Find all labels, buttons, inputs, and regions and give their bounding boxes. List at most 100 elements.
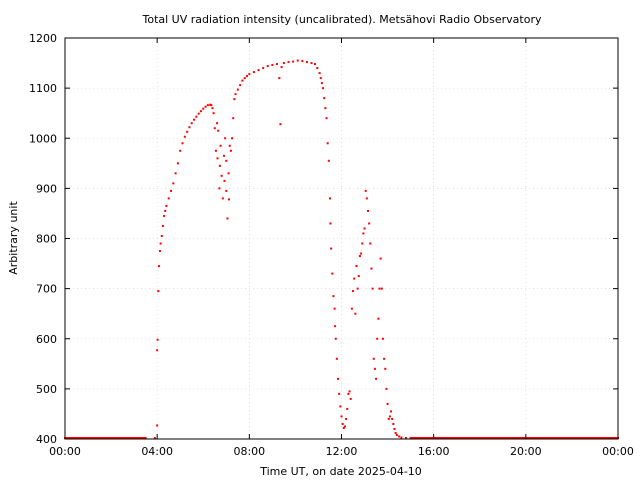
data-point bbox=[467, 436, 470, 439]
data-point bbox=[388, 415, 391, 418]
data-point bbox=[158, 265, 161, 268]
data-point bbox=[252, 71, 255, 74]
y-tick-label: 1100 bbox=[29, 82, 57, 95]
x-tick-label: 00:00 bbox=[49, 445, 81, 458]
data-point bbox=[125, 436, 128, 439]
data-point bbox=[586, 436, 589, 439]
data-point bbox=[405, 436, 408, 439]
data-point bbox=[371, 287, 374, 290]
data-point bbox=[577, 436, 580, 439]
data-point bbox=[589, 436, 592, 439]
data-point bbox=[248, 73, 251, 76]
data-point bbox=[575, 436, 578, 439]
data-point bbox=[393, 427, 396, 430]
data-point bbox=[222, 154, 225, 157]
data-point bbox=[504, 436, 507, 439]
data-point bbox=[521, 436, 524, 439]
data-point bbox=[326, 142, 329, 145]
data-point bbox=[218, 164, 221, 167]
y-tick-label: 800 bbox=[36, 233, 57, 246]
data-point bbox=[580, 436, 583, 439]
data-point bbox=[567, 436, 570, 439]
data-point bbox=[165, 204, 168, 207]
data-point bbox=[523, 436, 526, 439]
data-point bbox=[578, 436, 581, 439]
y-axis-ticks: 400 500 600 700 800 900 1000 1100 1200 bbox=[29, 32, 618, 446]
data-point bbox=[569, 436, 572, 439]
data-point bbox=[243, 77, 246, 80]
data-point bbox=[110, 436, 113, 439]
data-point bbox=[440, 436, 443, 439]
data-point bbox=[544, 436, 547, 439]
y-tick-label: 400 bbox=[36, 433, 57, 446]
y-tick-label: 1200 bbox=[29, 32, 57, 45]
data-point bbox=[257, 69, 260, 72]
data-point bbox=[278, 77, 281, 80]
data-point bbox=[381, 337, 384, 340]
data-point bbox=[104, 436, 107, 439]
data-point bbox=[395, 433, 398, 436]
data-point bbox=[538, 436, 541, 439]
data-point bbox=[561, 436, 564, 439]
data-point bbox=[325, 117, 328, 120]
data-point bbox=[387, 417, 390, 420]
data-point bbox=[343, 425, 346, 428]
x-axis-ticks: 00:00 04:00 08:00 12:00 16:00 20:00 00:00 bbox=[49, 38, 634, 458]
x-tick-label: 08:00 bbox=[233, 445, 265, 458]
data-point bbox=[176, 162, 179, 165]
data-point bbox=[356, 287, 359, 290]
data-point bbox=[144, 436, 147, 439]
chart-title: Total UV radiation intensity (uncalibrat… bbox=[142, 13, 542, 26]
data-point bbox=[384, 367, 387, 370]
data-point bbox=[437, 436, 440, 439]
data-point bbox=[438, 436, 441, 439]
data-point bbox=[464, 436, 467, 439]
data-point bbox=[370, 267, 373, 270]
data-point bbox=[202, 107, 205, 110]
data-point bbox=[213, 127, 216, 130]
data-point bbox=[342, 426, 345, 429]
data-point bbox=[219, 144, 222, 147]
data-point bbox=[583, 436, 586, 439]
data-point bbox=[557, 436, 560, 439]
data-point bbox=[373, 367, 376, 370]
data-point bbox=[327, 159, 330, 162]
data-point bbox=[601, 436, 604, 439]
data-point bbox=[226, 217, 229, 220]
data-point bbox=[398, 435, 401, 438]
data-point bbox=[271, 64, 274, 67]
data-point bbox=[98, 436, 101, 439]
data-point bbox=[526, 436, 529, 439]
data-point bbox=[167, 197, 170, 200]
data-point bbox=[228, 198, 231, 201]
data-point bbox=[345, 417, 348, 420]
data-point bbox=[552, 436, 555, 439]
data-point bbox=[91, 436, 94, 439]
data-point bbox=[392, 422, 395, 425]
data-point bbox=[141, 436, 144, 439]
data-point bbox=[612, 436, 615, 439]
data-point bbox=[474, 436, 477, 439]
data-point bbox=[358, 255, 361, 258]
data-point bbox=[124, 436, 127, 439]
data-point bbox=[71, 436, 74, 439]
data-point bbox=[483, 436, 486, 439]
data-point bbox=[550, 436, 553, 439]
data-point bbox=[507, 436, 510, 439]
data-point bbox=[460, 436, 463, 439]
data-point bbox=[232, 117, 235, 120]
data-point bbox=[188, 126, 191, 129]
data-point bbox=[593, 436, 596, 439]
data-point bbox=[223, 179, 226, 182]
data-point bbox=[118, 436, 121, 439]
data-point bbox=[156, 338, 159, 341]
data-point bbox=[66, 436, 69, 439]
data-point bbox=[417, 436, 420, 439]
data-point bbox=[555, 436, 558, 439]
data-point bbox=[89, 436, 92, 439]
data-point bbox=[320, 82, 323, 85]
y-tick-label: 900 bbox=[36, 182, 57, 195]
data-point bbox=[549, 436, 552, 439]
